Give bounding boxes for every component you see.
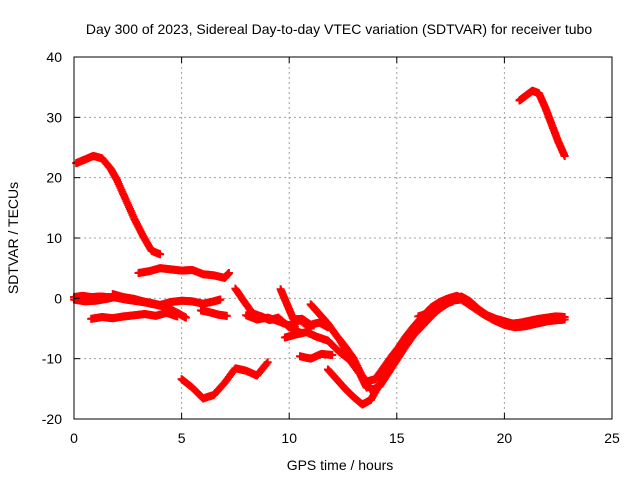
data-point [560,315,569,324]
series-track-8 [177,358,272,403]
data-point [181,313,190,322]
x-axis-label: GPS time / hours [287,457,394,473]
data-points [70,86,569,409]
y-axis-label: SDTVAR / TECUs [5,182,21,294]
x-tick-label: 0 [70,430,78,446]
x-tick-label: 25 [604,430,620,446]
series-track-16 [336,292,569,386]
data-point [216,295,225,304]
series-track-1 [72,151,165,259]
series-track-6 [108,290,190,322]
y-tick-label: 0 [54,290,62,306]
y-tick-label: 40 [46,49,62,65]
y-tick-label: 30 [46,109,62,125]
data-point [263,358,272,367]
data-point [222,311,231,320]
y-tick-label: 10 [46,230,62,246]
y-tick-label: 20 [46,170,62,186]
series-track-5 [134,264,233,282]
data-point [262,359,271,368]
y-tick-label: -10 [42,351,62,367]
chart-title: Day 300 of 2023, Sidereal Day-to-day VTE… [86,21,593,37]
x-tick-label: 5 [178,430,186,446]
series-track-17 [414,295,569,332]
series-track-14 [295,349,337,363]
series-track-4 [87,308,182,323]
grid-lines [74,57,612,419]
y-tick-label: -20 [42,411,62,427]
x-tick-label: 20 [497,430,513,446]
x-tick-label: 15 [389,430,405,446]
series-track-18 [515,86,569,160]
data-point [328,351,337,360]
x-tick-label: 10 [281,430,297,446]
data-point [156,250,165,259]
data-point [224,268,233,277]
series-track-7 [196,306,231,320]
axis-ticks: 0 5 10 15 20 25 -20 -10 0 10 20 30 40 [42,49,620,446]
data-point [560,151,569,160]
